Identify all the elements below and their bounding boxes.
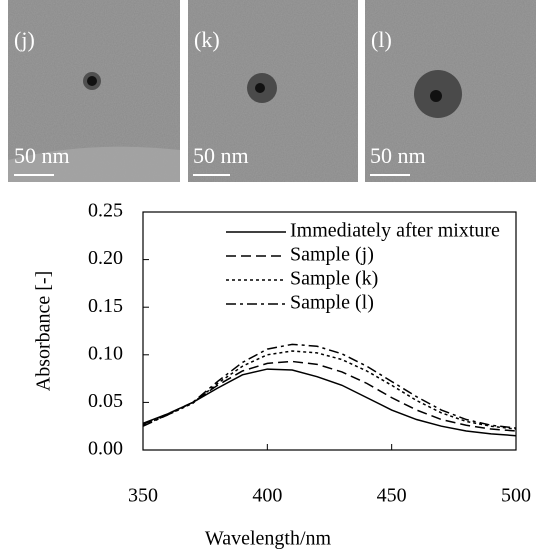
- tem-panel: [188, 0, 358, 182]
- y-tick-label: 0.25: [88, 200, 123, 222]
- panel-label: (k): [194, 27, 220, 52]
- y-tick-label: 0.20: [88, 247, 123, 269]
- x-tick-label: 500: [501, 485, 531, 507]
- scale-label: 50 nm: [370, 143, 426, 168]
- x-axis-label: Wavelength/nm: [205, 528, 332, 549]
- x-tick-label: 450: [377, 485, 407, 507]
- series-line: [142, 350, 517, 430]
- tem-panel: [8, 0, 180, 182]
- panel-label: (l): [371, 27, 392, 52]
- legend-label: Sample (j): [290, 244, 374, 266]
- scale-label: 50 nm: [14, 143, 70, 168]
- series-line: [142, 368, 517, 437]
- scale-label: 50 nm: [193, 143, 249, 168]
- x-tick-label: 400: [252, 485, 282, 507]
- x-tick-label: 350: [128, 485, 158, 507]
- legend-label: Immediately after mixture: [290, 220, 500, 242]
- y-tick-label: 0.10: [88, 342, 123, 364]
- legend-label: Sample (l): [290, 292, 374, 314]
- y-tick-label: 0.15: [88, 295, 123, 317]
- series-line: [142, 360, 517, 432]
- series-line: [142, 343, 517, 429]
- legend-label: Sample (k): [290, 268, 378, 290]
- panel-label: (j): [14, 27, 35, 52]
- y-tick-label: 0.00: [88, 438, 123, 460]
- tem-panel: [365, 0, 536, 182]
- y-tick-label: 0.05: [88, 390, 123, 412]
- plot-frame: [142, 211, 517, 451]
- y-axis-label: Absorbance [-]: [33, 271, 55, 392]
